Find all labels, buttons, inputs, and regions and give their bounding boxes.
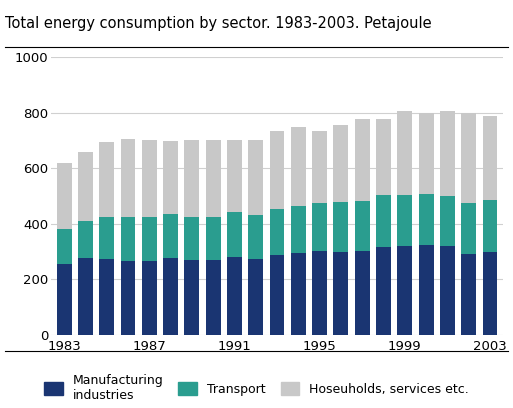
Bar — [483, 200, 498, 252]
Bar — [99, 217, 114, 259]
Bar — [355, 201, 370, 251]
Bar — [163, 141, 178, 214]
Bar — [184, 140, 199, 217]
Bar — [440, 196, 455, 246]
Bar — [142, 140, 156, 217]
Bar — [227, 212, 242, 257]
Bar — [248, 140, 263, 215]
Bar — [227, 140, 242, 212]
Bar — [78, 221, 93, 258]
Bar — [56, 264, 71, 335]
Bar — [333, 125, 348, 202]
Bar — [99, 142, 114, 217]
Bar — [376, 195, 391, 247]
Bar — [312, 203, 327, 251]
Bar — [440, 111, 455, 196]
Bar — [419, 245, 433, 335]
Bar — [121, 261, 135, 335]
Bar — [248, 259, 263, 335]
Bar — [483, 116, 498, 200]
Bar — [142, 217, 156, 261]
Bar — [269, 209, 285, 255]
Bar — [398, 246, 412, 335]
Bar — [291, 206, 306, 253]
Bar — [355, 119, 370, 201]
Bar — [461, 203, 476, 253]
Bar — [269, 131, 285, 209]
Bar — [163, 214, 178, 258]
Bar — [121, 139, 135, 217]
Bar — [206, 217, 221, 260]
Bar — [333, 202, 348, 252]
Bar — [206, 140, 221, 217]
Bar — [440, 246, 455, 335]
Text: Total energy consumption by sector. 1983-2003. Petajoule: Total energy consumption by sector. 1983… — [5, 16, 432, 31]
Bar — [163, 258, 178, 335]
Bar — [291, 127, 306, 206]
Bar — [227, 257, 242, 335]
Bar — [376, 119, 391, 195]
Bar — [99, 259, 114, 335]
Bar — [142, 261, 156, 335]
Bar — [184, 260, 199, 335]
Bar — [483, 252, 498, 335]
Bar — [78, 258, 93, 335]
Bar — [461, 253, 476, 335]
Bar — [419, 195, 433, 245]
Bar — [206, 260, 221, 335]
Bar — [333, 252, 348, 335]
Bar — [398, 111, 412, 195]
Bar — [248, 215, 263, 259]
Bar — [184, 217, 199, 260]
Bar — [376, 247, 391, 335]
Bar — [312, 251, 327, 335]
Bar — [312, 131, 327, 203]
Bar — [419, 113, 433, 195]
Bar — [56, 162, 71, 229]
Bar — [355, 251, 370, 335]
Bar — [291, 253, 306, 335]
Bar — [78, 152, 93, 221]
Bar — [398, 195, 412, 246]
Bar — [121, 217, 135, 261]
Bar — [461, 113, 476, 203]
Bar — [56, 229, 71, 264]
Legend: Manufacturing
industries, Transport, Hoseuholds, services etc.: Manufacturing industries, Transport, Hos… — [44, 374, 469, 402]
Bar — [269, 255, 285, 335]
